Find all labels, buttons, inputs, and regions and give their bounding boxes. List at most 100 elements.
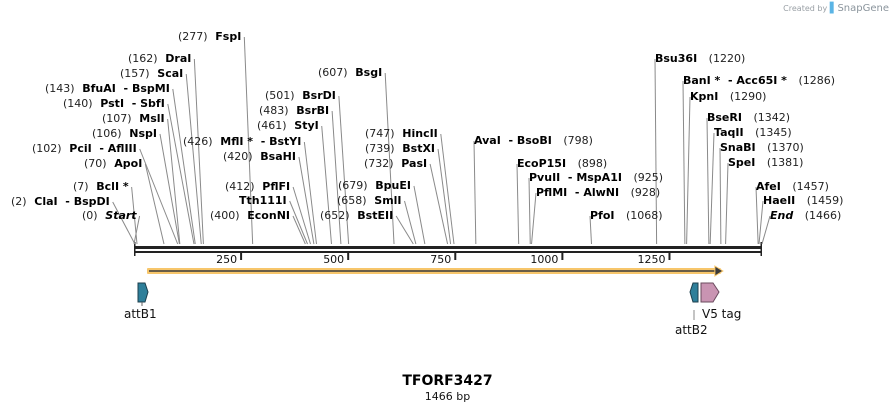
site-label-avaI[interactable]: AvaI - BsoBI (798) [474,135,593,147]
site-label-bpuEI[interactable]: (679) BpuEI [338,180,411,192]
enzyme-name: Acc65I * [736,74,787,87]
site-label-kpnI[interactable]: KpnI (1290) [690,91,766,103]
site-label-pvuII[interactable]: PvuII - MspA1I (925) [529,172,663,184]
cut-site-line-bfuAI [172,88,196,245]
site-label-bsrDI[interactable]: (501) BsrDI [265,90,336,102]
site-label-styI[interactable]: (461) StyI [257,120,319,132]
site-position: (501) [265,89,295,102]
site-label-bsaHI[interactable]: (420) BsaHI [223,151,296,163]
feature-label-attb2[interactable]: attB2 [675,323,708,337]
site-label-draI[interactable]: (162) DraI [128,53,191,65]
cut-site-line-econI [292,215,306,245]
site-label-tth111I[interactable]: Tth111I [239,195,287,207]
enzyme-name: PasI [401,157,428,170]
enzyme-name: Tth111I [239,194,287,207]
enzyme-name: AflIII [107,142,137,155]
enzyme-name: SpeI [728,156,756,169]
cut-site-line-taqII [709,132,715,245]
ruler-tick [454,253,457,260]
site-label-pflFI[interactable]: (412) PflFI [225,181,290,193]
feature-label-v5-tag[interactable]: V5 tag [702,307,742,321]
site-position: (1068) [626,209,663,222]
site-label-claI[interactable]: (2) ClaI - BspDI [11,196,110,208]
site-label-pasI[interactable]: (732) PasI [364,158,427,170]
separator [744,126,756,139]
site-position: (925) [633,171,664,184]
map-length: 1466 bp [424,390,471,403]
cut-site-line-smlI [404,200,417,245]
site-label-smlI[interactable]: (658) SmlI [337,195,402,207]
site-label-pfoI[interactable]: PfoI (1068) [590,210,663,222]
site-label-apoI[interactable]: (70) ApoI [84,158,142,170]
separator [742,111,754,124]
site-label-econI[interactable]: (400) EconNI [210,210,290,222]
site-label-bsu36I[interactable]: Bsu36I (1220) [655,53,745,65]
separator [756,141,768,154]
site-label-pflMI[interactable]: PflMI - AlwNI (928) [536,187,660,199]
cut-site-line-afeI [755,186,759,245]
site-label-bsrBI[interactable]: (483) BsrBI [259,105,329,117]
separator: - [115,82,132,95]
separator: - [500,134,517,147]
site-label-pciI[interactable]: (102) PciI - AflIII [32,143,137,155]
site-label-fspI[interactable]: (277) FspI [178,31,241,43]
separator [619,186,631,199]
site-label-mslI[interactable]: (107) MslI [102,113,165,125]
site-label-haeII[interactable]: HaeII (1459) [763,195,843,207]
site-position: (747) [365,127,395,140]
site-label-snaBI[interactable]: SnaBI (1370) [720,142,804,154]
site-label-speI[interactable]: SpeI (1381) [728,157,803,169]
site-label-nspI[interactable]: (106) NspI [92,128,157,140]
site-label-bstXI[interactable]: (739) BstXI [365,143,435,155]
enzyme-name: BsoBI [516,134,552,147]
separator: - [720,74,737,87]
enzyme-name: End [770,209,794,222]
site-label-pstI[interactable]: (140) PstI - SbfI [63,98,165,110]
site-label-bclI[interactable]: (7) BclI * [73,181,129,193]
cut-site-line-bstXI [437,148,452,245]
enzyme-name: BfuAI [82,82,116,95]
ruler-tick-label: 1250 [637,253,666,266]
site-label-scaI[interactable]: (157) ScaI [120,68,183,80]
ruler-tick-label: 1000 [530,253,559,266]
cut-site-line-pciI [139,148,179,245]
feature-label-attb1[interactable]: attB1 [124,307,157,321]
enzyme-name: HincII [402,127,438,140]
enzyme-name: BsgI [355,66,383,79]
enzyme-name: ScaI [157,67,184,80]
site-label-banI[interactable]: BanI * - Acc65I * (1286) [683,75,835,87]
cut-site-line-claI [112,201,136,245]
ruler-tick [668,253,671,260]
site-position: (1457) [792,180,829,193]
cut-site-line-pasI [429,163,449,245]
site-position: (679) [338,179,368,192]
site-label-bsgI[interactable]: (607) BsgI [318,67,382,79]
enzyme-name: PfoI [590,209,615,222]
separator: - [57,195,74,208]
cut-site-line-banI [682,80,686,245]
backbone-bottom-strand [134,251,762,253]
site-label-hincII[interactable]: (747) HincII [365,128,438,140]
site-position: (162) [128,52,158,65]
site-label-ecoP15I[interactable]: EcoP15I (898) [517,158,607,170]
cut-site-line-pflMI [531,192,537,245]
site-label-taqII[interactable]: TaqII (1345) [714,127,792,139]
site-position: (400) [210,209,240,222]
enzyme-name: PstI [100,97,125,110]
enzyme-name: AfeI [756,180,781,193]
cut-site-line-haeII [758,200,764,245]
site-label-mflI[interactable]: (426) MflI * - BstYI [183,136,301,148]
attb2-feature-arrow-icon [689,282,699,303]
backbone-start-cap [134,242,136,256]
site-label-bfuAI[interactable]: (143) BfuAI - BspMI [45,83,170,95]
separator: - [124,97,141,110]
cut-site-line-mflI [303,141,317,245]
enzyme-name: EconNI [247,209,290,222]
site-label-start[interactable]: (0) Start [82,210,137,222]
site-label-bstEII[interactable]: (652) BstEII [320,210,393,222]
site-label-afeI[interactable]: AfeI (1457) [756,181,829,193]
site-label-end[interactable]: End (1466) [770,210,841,222]
site-label-bseRI[interactable]: BseRI (1342) [707,112,790,124]
separator: - [567,186,584,199]
ruler-tick-label: 250 [216,253,238,266]
